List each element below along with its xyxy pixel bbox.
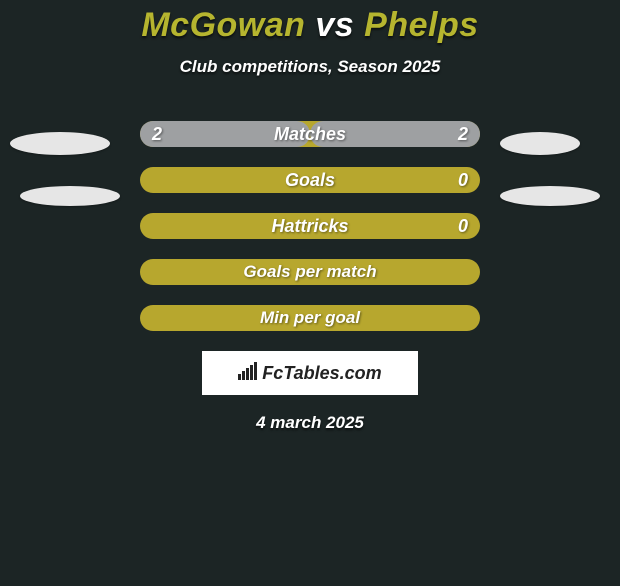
stat-label: Min per goal	[140, 305, 480, 331]
stat-label: Goals	[140, 167, 480, 193]
logo-box: FcTables.com	[202, 351, 418, 395]
bar-chart-icon	[238, 362, 258, 385]
stat-value-right: 0	[458, 167, 468, 193]
side-ellipse-left	[20, 186, 120, 206]
logo-suffix: .com	[340, 363, 382, 383]
side-ellipse-right	[500, 132, 580, 155]
stat-row: Goals0	[140, 167, 480, 193]
logo: FcTables.com	[238, 362, 381, 385]
player2-name: Phelps	[364, 6, 478, 44]
date-text: 4 march 2025	[0, 413, 620, 433]
stat-label: Matches	[140, 121, 480, 147]
stat-label: Hattricks	[140, 213, 480, 239]
player1-name: McGowan	[141, 6, 305, 44]
logo-prefix: Fc	[262, 363, 283, 383]
stat-value-right: 0	[458, 213, 468, 239]
logo-main: Tables	[283, 363, 339, 383]
stat-row: Min per goal	[140, 305, 480, 331]
stat-row: Goals per match	[140, 259, 480, 285]
vs-text: vs	[315, 6, 354, 44]
stat-row: Hattricks0	[140, 213, 480, 239]
side-ellipse-left	[10, 132, 110, 155]
comparison-title: McGowan vs Phelps	[0, 6, 620, 45]
subtitle: Club competitions, Season 2025	[0, 57, 620, 77]
logo-text-content: FcTables.com	[262, 363, 381, 384]
stat-value-left: 2	[152, 121, 162, 147]
stat-label: Goals per match	[140, 259, 480, 285]
stat-row: Matches2 2	[140, 121, 480, 147]
side-ellipse-right	[500, 186, 600, 206]
stat-value-right: 2	[458, 121, 468, 147]
